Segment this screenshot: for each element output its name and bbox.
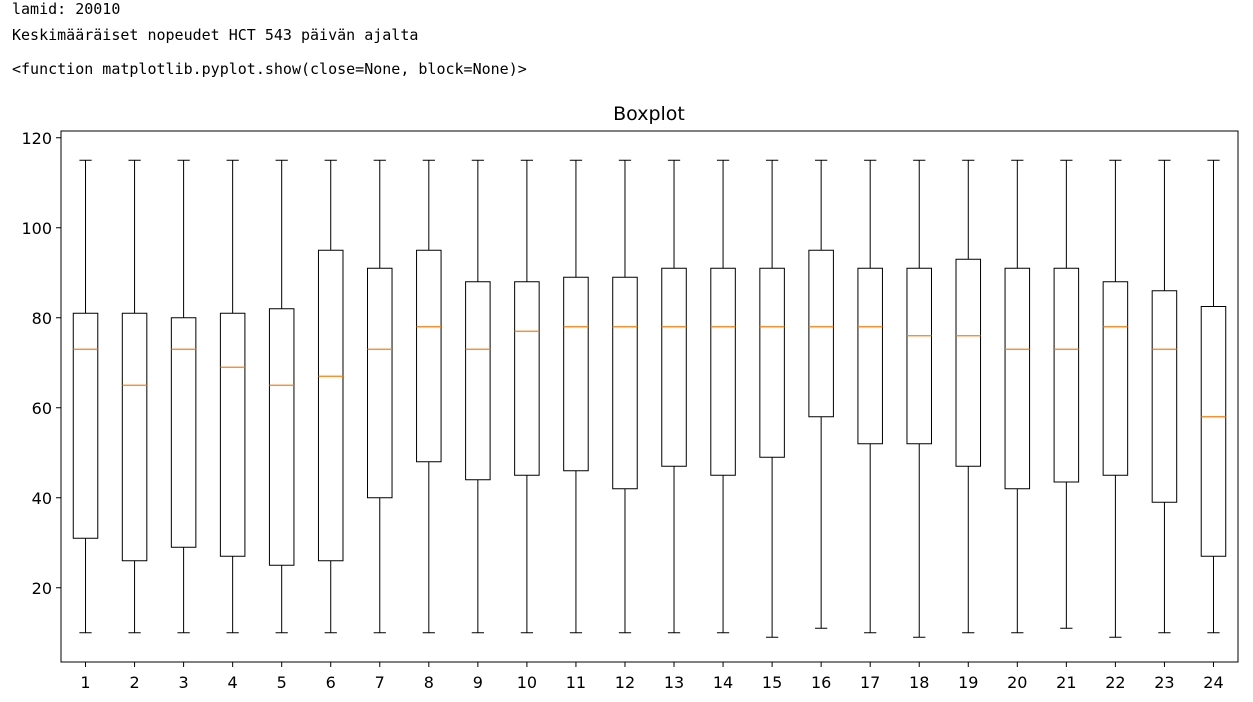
box-group-23 [1151, 159, 1178, 634]
iqr-box [219, 312, 246, 557]
box-group-16 [808, 159, 834, 629]
box-group-1 [72, 159, 99, 634]
box-group-4 [219, 159, 246, 634]
box-group-19 [955, 159, 982, 634]
x-tick-label: 3 [179, 673, 189, 692]
iqr-box [317, 249, 344, 562]
iqr-box [1053, 267, 1080, 483]
iqr-box [906, 267, 932, 445]
iqr-box [1004, 267, 1031, 490]
box-group-24 [1200, 159, 1227, 634]
iqr-box [563, 276, 589, 472]
box-group-15 [759, 159, 785, 638]
y-tick-label: 20 [32, 579, 52, 598]
iqr-box [759, 267, 785, 458]
box-group-3 [170, 159, 197, 634]
plot-frame [60, 130, 1239, 663]
box-group-20 [1004, 159, 1031, 634]
iqr-box [121, 312, 148, 562]
x-tick-label: 24 [1203, 673, 1223, 692]
x-tick-label: 18 [909, 673, 929, 692]
iqr-box [1151, 290, 1178, 503]
box-group-2 [121, 159, 148, 634]
y-tick-label: 60 [32, 399, 52, 418]
x-tick-label: 5 [277, 673, 287, 692]
y-tick-label: 100 [21, 219, 52, 238]
box-group-7 [367, 159, 393, 634]
x-tick-label: 17 [860, 673, 880, 692]
x-tick-label: 22 [1105, 673, 1125, 692]
y-tick-label: 120 [21, 129, 52, 148]
x-tick-label: 19 [958, 673, 978, 692]
output-line-description: Keskimääräiset nopeudet HCT 543 päivän a… [12, 26, 419, 44]
x-tick-label: 23 [1154, 673, 1174, 692]
chart-title: Boxplot [613, 103, 685, 125]
box-group-13 [661, 159, 687, 634]
x-tick-label: 14 [713, 673, 733, 692]
x-tick-label: 6 [326, 673, 336, 692]
x-tick-label: 9 [473, 673, 483, 692]
box-group-11 [563, 159, 589, 634]
box-group-18 [906, 159, 932, 638]
x-tick-label: 8 [424, 673, 434, 692]
box-group-14 [710, 159, 736, 634]
iqr-box [612, 276, 638, 490]
x-tick-label: 7 [375, 673, 385, 692]
box-group-21 [1053, 159, 1080, 629]
box-group-12 [612, 159, 638, 634]
box-group-6 [317, 159, 344, 634]
x-tick-label: 15 [762, 673, 782, 692]
boxes-layer [72, 159, 1227, 638]
output-line-function-repr: <function matplotlib.pyplot.show(close=N… [12, 60, 527, 78]
y-tick-label: 40 [32, 489, 52, 508]
output-line-lamid: lamid: 20010 [12, 0, 121, 18]
x-tick-label: 16 [811, 673, 831, 692]
iqr-box [72, 312, 99, 539]
x-tick-label: 21 [1056, 673, 1076, 692]
x-tick-label: 4 [228, 673, 238, 692]
box-group-5 [268, 159, 295, 634]
x-tick-label: 12 [615, 673, 635, 692]
iqr-box [416, 249, 442, 463]
iqr-box [857, 267, 883, 445]
iqr-box [465, 281, 491, 481]
box-group-10 [514, 159, 540, 634]
x-tick-label: 13 [664, 673, 684, 692]
x-tick-label: 2 [129, 673, 139, 692]
x-tick-label: 10 [517, 673, 537, 692]
x-tick-label: 11 [566, 673, 586, 692]
iqr-box [268, 308, 295, 566]
iqr-box [514, 281, 540, 476]
iqr-box [710, 267, 736, 476]
box-group-17 [857, 159, 883, 634]
x-axis: 1 2 3 4 5 6 7 8 9 10 11 12 13 14 15 16 17 18 19 20 21 22 23 24 [80, 662, 1224, 692]
box-group-22 [1102, 159, 1129, 638]
iqr-box [367, 267, 393, 499]
iqr-box [1102, 281, 1129, 476]
iqr-box [955, 258, 982, 467]
box-group-9 [465, 159, 491, 634]
y-tick-label: 80 [32, 309, 52, 328]
box-group-8 [416, 159, 442, 634]
y-axis: 20 40 60 80 100 120 [21, 129, 61, 598]
iqr-box [1200, 306, 1227, 557]
iqr-box [170, 317, 197, 548]
iqr-box [661, 267, 687, 467]
x-tick-label: 20 [1007, 673, 1027, 692]
iqr-box [808, 249, 834, 418]
x-tick-label: 1 [80, 673, 90, 692]
